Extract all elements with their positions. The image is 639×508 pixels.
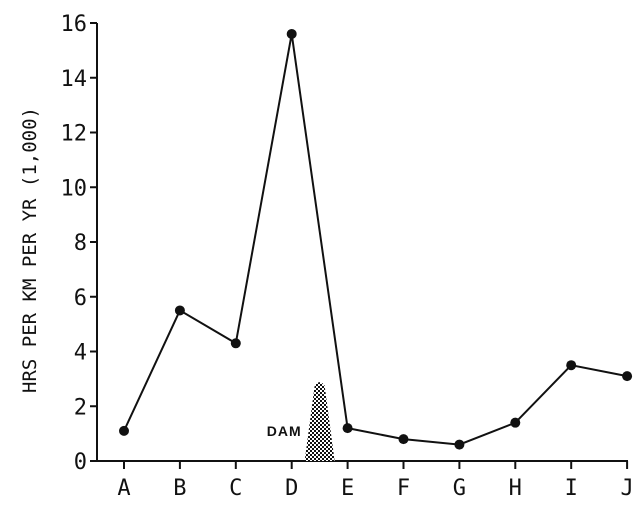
data-point-g <box>454 439 465 450</box>
data-point-e <box>342 423 353 434</box>
data-point-f <box>398 434 409 445</box>
y-tick-label: 10 <box>61 176 88 201</box>
y-tick-label: 16 <box>61 12 88 37</box>
x-tick-label: B <box>173 476 186 501</box>
x-tick-label: J <box>620 476 633 501</box>
x-tick-label: H <box>509 476 522 501</box>
x-tick-label: F <box>397 476 410 501</box>
y-axis-label: HRS PER KM PER YR (1,000) <box>19 107 41 393</box>
x-tick-label: G <box>453 476 466 501</box>
data-point-j <box>622 371 633 382</box>
y-tick-label: 0 <box>74 450 87 475</box>
annotation-layer: DAM <box>267 382 335 461</box>
x-tick-label: C <box>229 476 242 501</box>
data-point-a <box>119 425 129 436</box>
y-tick-label: 8 <box>74 231 87 256</box>
x-tick-label: D <box>285 476 298 501</box>
data-point-i <box>566 360 577 371</box>
axes <box>96 23 628 462</box>
dam-label: DAM <box>267 423 302 439</box>
y-ticks: 0 2 4 6 8 10 12 14 16 <box>61 12 97 475</box>
y-tick-label: 12 <box>61 122 88 147</box>
y-tick-label: 4 <box>74 341 87 366</box>
x-tick-label: I <box>565 476 578 501</box>
y-tick-label: 2 <box>74 395 87 420</box>
data-point-d <box>286 28 297 39</box>
series-line <box>123 33 628 446</box>
x-ticks: A B C D E F G H I J <box>117 461 634 501</box>
x-tick-label: A <box>117 476 130 501</box>
x-tick-label: E <box>341 476 354 501</box>
y-tick-label: 6 <box>74 286 87 311</box>
data-point-b <box>174 305 185 316</box>
dam-shape <box>304 382 335 461</box>
series-layer <box>119 28 633 450</box>
y-tick-label: 14 <box>61 67 88 92</box>
data-point-c <box>230 338 241 349</box>
data-point-h <box>510 417 521 428</box>
